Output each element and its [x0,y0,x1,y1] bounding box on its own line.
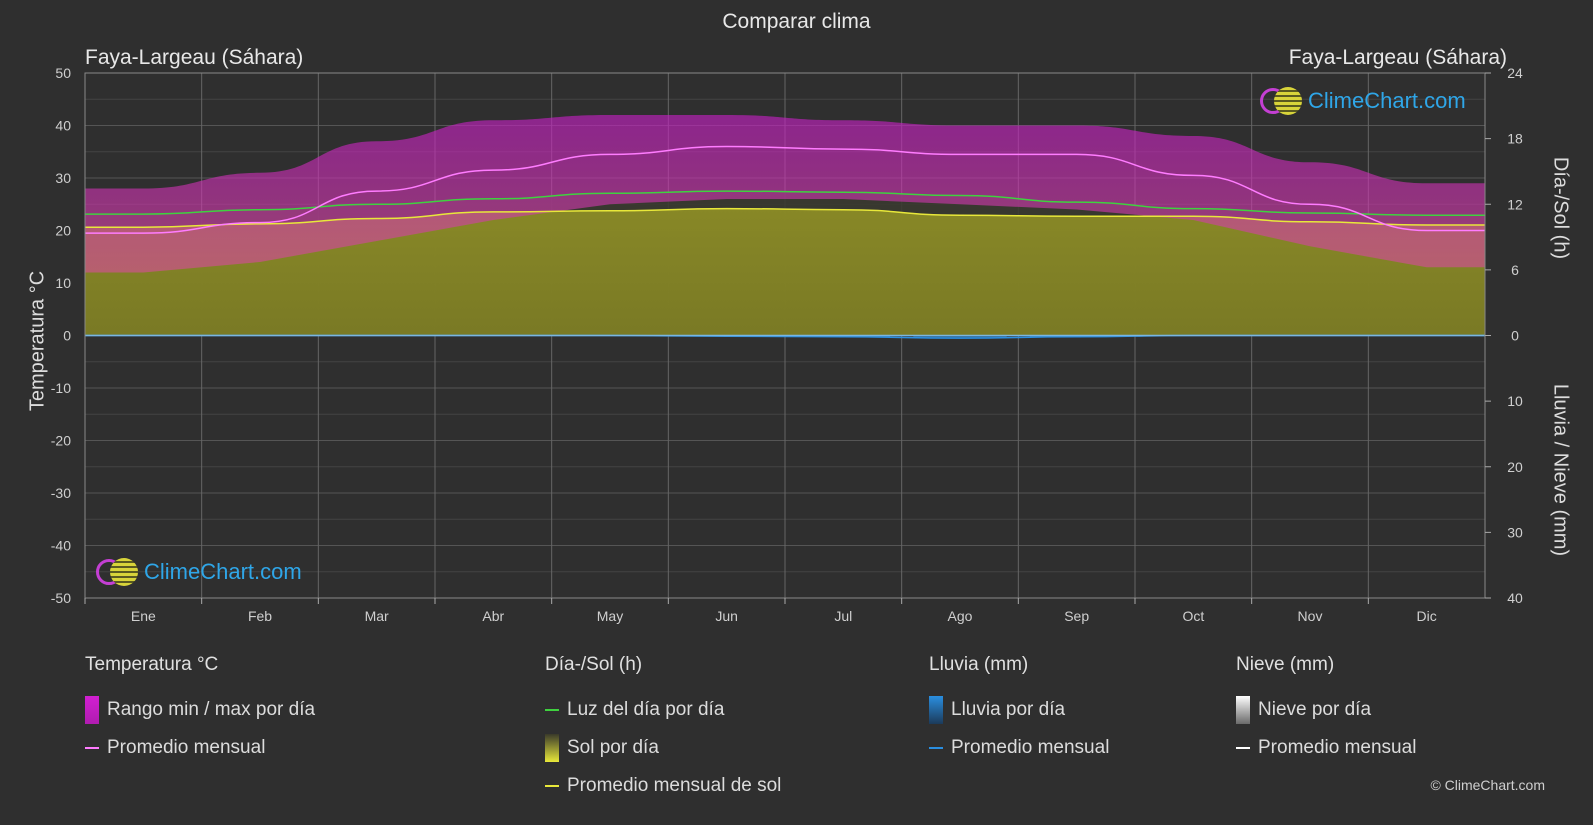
month-label: May [597,608,623,624]
legend-label: Lluvia por día [951,699,1066,720]
month-label: Oct [1182,608,1204,624]
right-tick-label-precip: 40 [1507,590,1523,606]
legend-heading: Día-/Sol (h) [545,654,643,675]
legend-item-temp-range: Rango min / max por día [85,691,315,729]
right-tick-label-precip: 20 [1507,459,1523,475]
legend-item-sunshine-avg: Promedio mensual de sol [545,767,781,805]
legend-label: Promedio mensual [1258,737,1417,758]
daylight-swatch-icon [545,709,559,711]
right-tick-label-sun: 12 [1507,196,1523,212]
logo-text: ClimeChart.com [1308,88,1466,113]
logo-bottom[interactable]: ClimeChart.com [96,558,302,586]
temp-range-swatch-icon [85,696,99,724]
location-left: Faya-Largeau (Sáhara) [85,46,304,69]
left-tick-label: -30 [51,485,71,501]
logo-text: ClimeChart.com [144,559,302,584]
left-tick-label: -10 [51,380,71,396]
sunshine-area [85,208,1485,336]
logo-top[interactable]: ClimeChart.com [1260,87,1466,115]
left-axis-title: Temperatura °C [26,270,49,412]
legend-item-sunshine: Sol por día [545,729,781,767]
legend-temperature: Temperatura °C Rango min / max por día P… [85,654,315,767]
right-tick-label-sun: 6 [1511,262,1519,278]
month-label: Ene [131,608,156,624]
month-label: Sep [1064,608,1089,624]
right-tick-label-sun: 0 [1511,328,1519,344]
temp-avg-line [84,145,1485,234]
rain-bar [913,335,1007,339]
left-tick-label: -20 [51,433,71,449]
daylight-line [85,190,1485,216]
left-tick-label: 50 [55,65,71,81]
legend-heading: Nieve (mm) [1236,654,1335,675]
rain-swatch-icon [929,696,943,724]
legend-label: Sol por día [567,737,659,758]
logo-sun-icon [1274,87,1302,115]
legend-rain: Lluvia (mm) Lluvia por día Promedio mens… [929,654,1109,767]
sunshine-avg-line [85,207,1485,228]
right-tick-label-sun: 18 [1507,131,1523,147]
right-axis-title-sun: Día-/Sol (h) [1549,156,1572,260]
left-tick-label: -40 [51,538,71,554]
month-label: Dic [1417,608,1437,624]
legend-heading: Lluvia (mm) [929,654,1029,675]
month-label: Jun [715,608,738,624]
legend-label: Promedio mensual [107,737,266,758]
temp-range-area [85,115,1485,273]
sunshine-swatch-icon [545,734,559,762]
snow-swatch-icon [1236,696,1250,724]
month-label: Jul [834,608,852,624]
rain-avg-swatch-icon [929,747,943,749]
snow-avg-swatch-icon [1236,747,1250,749]
month-label: Abr [482,608,504,624]
left-tick-label: 20 [55,223,71,239]
left-tick-label: -50 [51,590,71,606]
legend-item-rain-avg: Promedio mensual [929,729,1109,767]
month-label: Feb [248,608,272,624]
left-tick-label: 40 [55,118,71,134]
left-tick-label: 30 [55,170,71,186]
month-label: Ago [948,608,973,624]
month-label: Mar [365,608,389,624]
legend-snow: Nieve (mm) Nieve por día Promedio mensua… [1236,654,1416,767]
legend-item-snow: Nieve por día [1236,691,1416,729]
copyright: © ClimeChart.com [1430,777,1545,793]
legend-label: Rango min / max por día [107,699,316,720]
legend-item-rain: Lluvia por día [929,691,1109,729]
logo-sun-icon [110,558,138,586]
right-tick-label-sun: 24 [1507,65,1523,81]
right-tick-label-precip: 10 [1507,393,1523,409]
legend-item-temp-avg: Promedio mensual [85,729,315,767]
right-tick-label-precip: 30 [1507,524,1523,540]
legend-label: Nieve por día [1258,699,1372,720]
sunshine-avg-swatch-icon [545,785,559,787]
page-title: Comparar clima [722,10,871,33]
temp-avg-swatch-icon [85,747,99,749]
left-tick-label: 0 [63,328,71,344]
legend-label: Promedio mensual [951,737,1110,758]
legend-sun: Día-/Sol (h) Luz del día por día Sol por… [545,654,781,805]
legend-item-daylight: Luz del día por día [545,691,781,729]
legend-heading: Temperatura °C [85,654,219,675]
legend-label: Promedio mensual de sol [567,775,782,796]
right-axis-title-precip: Lluvia / Nieve (mm) [1549,383,1572,557]
month-label: Nov [1298,608,1323,624]
left-tick-label: 10 [55,275,71,291]
legend-item-snow-avg: Promedio mensual [1236,729,1416,767]
location-right: Faya-Largeau (Sáhara) [1288,46,1507,69]
legend-label: Luz del día por día [567,699,725,720]
